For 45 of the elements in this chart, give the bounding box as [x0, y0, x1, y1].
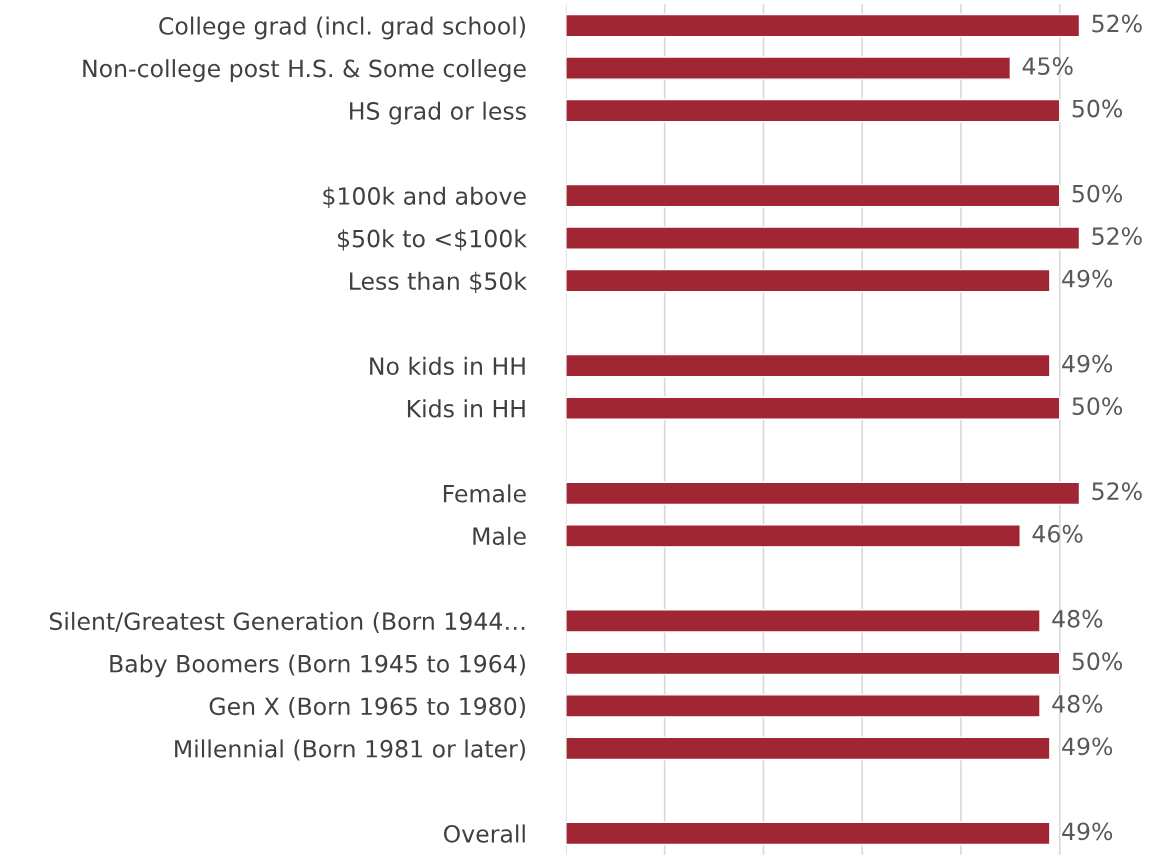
bar: [565, 353, 1051, 378]
data-label: 52%: [1092, 227, 1142, 246]
bar: [565, 481, 1081, 506]
y-tick-label: Silent/Greatest Generation (Born 1944…: [49, 611, 525, 633]
bar: [565, 651, 1061, 676]
y-tick-label: Overall: [443, 824, 525, 843]
bar: [565, 183, 1061, 208]
data-label: 52%: [1092, 482, 1142, 501]
bar: [565, 226, 1081, 250]
data-label: 50%: [1072, 397, 1123, 416]
y-tick-label: $100k and above: [323, 186, 526, 209]
bar: [565, 268, 1051, 293]
bar: [565, 524, 1021, 548]
data-label: 48%: [1052, 694, 1103, 713]
bar: [565, 821, 1051, 846]
y-tick-label: Gen X (Born 1965 to 1980): [209, 696, 525, 718]
y-tick-label: No kids in HH: [370, 356, 525, 376]
data-label: 48%: [1052, 609, 1103, 628]
data-label: 49%: [1062, 737, 1113, 756]
bar: [565, 56, 1012, 80]
y-tick-label: College grad (incl. grad school): [159, 16, 525, 40]
y-tick-label: Female: [443, 484, 526, 503]
y-tick-label: Less than $50k: [350, 271, 527, 294]
data-label: 46%: [1032, 524, 1083, 543]
bar: [565, 98, 1061, 123]
bar: [565, 609, 1041, 633]
data-label: 49%: [1062, 269, 1113, 288]
bar: [565, 396, 1061, 420]
y-tick-label: Millennial (Born 1981 or later): [175, 739, 525, 761]
data-label: 52%: [1092, 14, 1142, 33]
bar: [565, 13, 1081, 38]
y-tick-label: HS grad or less: [350, 101, 526, 125]
data-label: 50%: [1072, 652, 1123, 671]
bar: [565, 736, 1051, 761]
y-tick-label: Kids in HH: [407, 399, 525, 418]
y-tick-label: Male: [473, 526, 526, 546]
data-label: 49%: [1062, 354, 1113, 373]
data-label: 50%: [1072, 184, 1123, 203]
data-label: 50%: [1072, 99, 1123, 118]
bar: [565, 694, 1041, 718]
data-label: 45%: [1022, 57, 1073, 75]
y-tick-label: Non-college post H.S. & Some college: [83, 59, 526, 82]
y-tick-label: $50k to <$100k: [337, 229, 527, 251]
y-tick-label: Baby Boomers (Born 1945 to 1964): [110, 654, 525, 678]
data-label: 49%: [1062, 822, 1113, 841]
